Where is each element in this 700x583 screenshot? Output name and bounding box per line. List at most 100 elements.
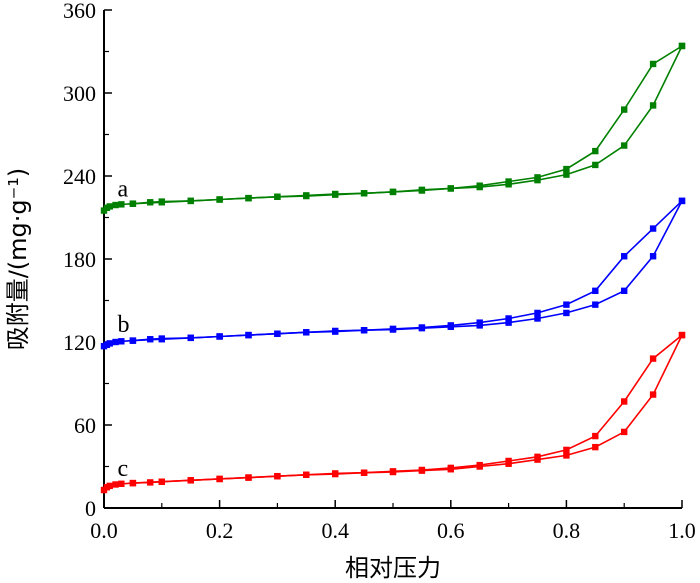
series-c-desorption-point — [389, 468, 397, 475]
series-c-desorption-point — [274, 472, 281, 480]
series-a-desorption-line — [132, 45, 683, 205]
series-b-adsorption-point — [563, 309, 570, 317]
series-c — [100, 331, 686, 494]
series-c-desorption-point — [505, 457, 512, 465]
series-a — [100, 42, 686, 214]
series-b-desorption-point — [534, 309, 541, 317]
series-b-adsorption-point — [649, 253, 657, 260]
series-c-adsorption-point — [106, 482, 113, 490]
series-a-desorption-point — [621, 106, 628, 113]
labels-layer: a b c — [118, 177, 130, 482]
series-label-a: a — [118, 177, 129, 203]
series-b-desorption-point — [389, 325, 397, 333]
y-tick-label: 60 — [74, 413, 96, 438]
series-b-desorption-point — [332, 328, 339, 335]
series-a-desorption-point — [678, 42, 686, 50]
series-a-desorption-point — [592, 147, 599, 155]
series-b-desorption-point — [418, 324, 426, 331]
series-b-adsorption-point — [106, 340, 113, 347]
y-tick-label: 360 — [63, 0, 96, 23]
series-c-desorption-point — [216, 475, 223, 483]
series-a-desorption-point — [389, 188, 397, 196]
series-b-desorption-point — [592, 287, 599, 295]
series-c-adsorption-point — [649, 391, 657, 398]
series-b-desorption-point — [158, 336, 165, 343]
series-a-desorption-point — [505, 178, 512, 185]
series-c-desorption-point — [621, 398, 628, 405]
series-a-desorption-point — [245, 194, 252, 202]
series-a-adsorption-line — [103, 45, 683, 212]
series-a-desorption-point — [274, 193, 281, 200]
series-b-desorption-point — [360, 327, 368, 334]
series-b-desorption-point — [129, 337, 137, 344]
y-tick-label: 0 — [85, 496, 96, 521]
series-layer — [100, 42, 686, 494]
series-a-adsorption-point — [118, 201, 125, 208]
series-b-desorption-point — [303, 329, 310, 336]
series-a-adsorption-point — [563, 171, 570, 178]
series-c-adsorption-point — [118, 480, 125, 487]
x-tick-label: 0.2 — [206, 518, 234, 543]
series-a-adsorption-point — [106, 203, 113, 210]
series-c-desorption-point — [476, 461, 483, 469]
series-c-desorption-point — [534, 453, 541, 461]
series-a-desorption-point — [303, 192, 310, 200]
series-b-desorption-point — [245, 331, 252, 339]
series-c-adsorption-point — [621, 428, 628, 436]
series-a-desorption-point — [563, 165, 570, 173]
series-label-b: b — [118, 312, 130, 338]
series-a-adsorption-point — [621, 142, 628, 149]
series-c-adsorption-point — [592, 443, 599, 451]
x-tick-label: 0.0 — [90, 518, 118, 543]
series-b-adsorption-point — [621, 287, 628, 295]
series-b-desorption-point — [187, 334, 194, 342]
y-tick-label: 180 — [63, 247, 96, 272]
series-c-desorption-point — [447, 464, 454, 472]
series-b-adsorption-point — [592, 301, 599, 308]
series-c-desorption-point — [649, 355, 657, 362]
series-b-adsorption-point — [118, 338, 125, 345]
series-label-c: c — [118, 456, 129, 482]
series-b-adsorption-point — [505, 319, 512, 326]
y-tick-label: 300 — [63, 81, 96, 106]
series-c-desorption-point — [563, 446, 570, 454]
series-a-adsorption-point — [592, 161, 599, 169]
series-b-adsorption-line — [103, 200, 683, 347]
series-c-desorption-point — [592, 432, 599, 440]
series-c-desorption-line — [132, 334, 683, 484]
series-b-desorption-point — [621, 253, 628, 260]
series-a-desorption-point — [360, 190, 368, 197]
series-a-desorption-point — [447, 185, 454, 192]
series-b-desorption-point — [563, 301, 570, 308]
series-b-desorption-point — [476, 319, 483, 326]
series-b-desorption-point — [447, 322, 454, 329]
y-tick-label: 240 — [63, 164, 96, 189]
series-b-desorption-point — [505, 315, 512, 322]
series-a-adsorption-point — [649, 102, 657, 109]
series-b — [100, 197, 686, 350]
x-tick-label: 0.4 — [321, 518, 349, 543]
series-a-desorption-point — [476, 182, 483, 189]
series-a-desorption-point — [332, 191, 339, 198]
series-c-desorption-point — [418, 466, 426, 474]
series-c-adsorption-point — [112, 481, 119, 488]
series-c-desorption-point — [245, 474, 252, 481]
x-tick-label: 0.6 — [437, 518, 465, 543]
y-tick-label: 120 — [63, 330, 96, 355]
series-b-desorption-line — [132, 200, 683, 342]
series-a-adsorption-point — [112, 201, 119, 209]
series-a-desorption-point — [158, 199, 165, 206]
series-a-desorption-point — [129, 200, 137, 207]
series-a-desorption-point — [534, 174, 541, 181]
series-c-desorption-point — [187, 477, 194, 484]
x-tick-label: 1.0 — [668, 518, 696, 543]
series-c-desorption-point — [678, 331, 686, 339]
axes: 0 60 120 180 240 300 360 0.0 0.2 0.4 0.6 0.8 1.0 相对压力… — [4, 0, 696, 582]
series-c-adsorption-point — [563, 452, 570, 459]
x-tick-label: 0.8 — [553, 518, 581, 543]
series-a-desorption-point — [216, 196, 223, 203]
series-c-desorption-point — [360, 469, 368, 476]
series-a-desorption-point — [649, 60, 657, 68]
